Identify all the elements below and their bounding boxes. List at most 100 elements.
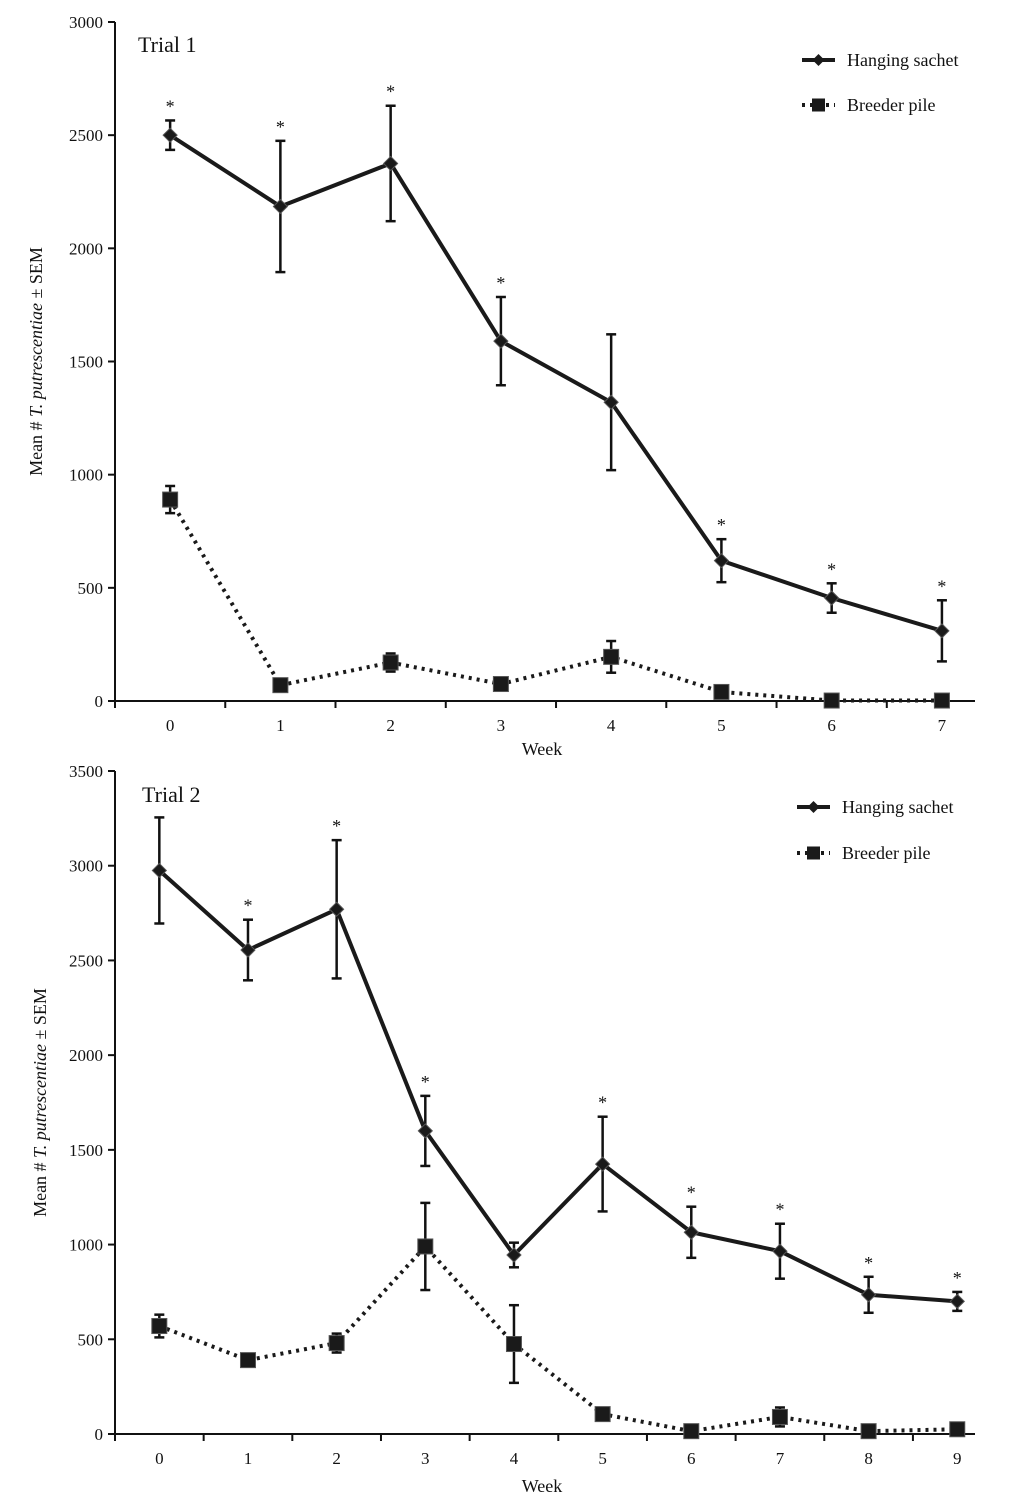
data-point — [151, 1318, 168, 1335]
data-point — [162, 491, 179, 508]
legend-swatch-marker — [812, 98, 825, 112]
data-point — [382, 654, 399, 671]
x-tick-label: 2 — [386, 716, 395, 735]
data-point — [506, 1247, 522, 1263]
significance-marker: * — [598, 1093, 607, 1113]
data-point — [272, 198, 289, 215]
trial-2-chart: 0 500 1000 1500 2000 2500 3000 3500 0 1 2 3 4 5 6 7 8 9 We… — [30, 762, 975, 1496]
x-tick-label: 3 — [421, 1449, 430, 1468]
data-point — [949, 1421, 966, 1438]
y-tick: 1000 — [69, 466, 115, 485]
legend-label: Hanging sachet — [847, 50, 958, 70]
series-line — [169, 133, 943, 633]
significance-marker: * — [276, 117, 285, 137]
significance-marker: * — [332, 816, 341, 836]
y-axis-label-suffix: ± SEM — [26, 247, 46, 303]
series-line — [158, 1243, 958, 1434]
legend-label: Breeder pile — [842, 843, 930, 863]
data-point — [683, 1423, 700, 1440]
y-tick-label: 1000 — [69, 1236, 103, 1255]
x-tick-label: 0 — [166, 716, 175, 735]
x-tick-label: 5 — [717, 716, 726, 735]
y-tick: 3000 — [69, 857, 115, 876]
x-tick-label: 4 — [510, 1449, 519, 1468]
data-point — [417, 1123, 434, 1139]
data-point — [240, 942, 256, 958]
legend-entry: Breeder pile — [797, 843, 930, 863]
y-axis-label-suffix: ± SEM — [30, 988, 50, 1044]
data-point — [417, 1238, 434, 1255]
data-point — [603, 394, 619, 410]
y-tick: 3000 — [69, 13, 115, 32]
series-line — [157, 868, 958, 1304]
data-point — [492, 676, 509, 693]
data-point — [151, 862, 168, 879]
y-axis-label-species: T. putrescentiae — [30, 1044, 50, 1158]
data-point — [594, 1406, 611, 1423]
significance-marker: * — [166, 96, 175, 116]
significance-marker: * — [937, 576, 946, 596]
data-point — [949, 1293, 965, 1310]
legend-swatch-marker — [807, 846, 820, 860]
significance-marker: * — [687, 1183, 696, 1203]
y-axis-label: Mean # T. putrescentiae ± SEM — [26, 247, 46, 476]
legend-entry: Hanging sachet — [802, 50, 958, 70]
y-tick-label: 1500 — [69, 1141, 103, 1160]
x-tick-label: 0 — [155, 1449, 164, 1468]
legend-swatch-marker — [807, 801, 820, 813]
x-tick-label: 1 — [276, 716, 285, 735]
series-breeder-pile — [162, 484, 950, 709]
significance-marker: * — [775, 1200, 784, 1220]
y-tick-label: 500 — [78, 579, 104, 598]
data-point — [382, 155, 399, 172]
significance-marker: * — [386, 82, 395, 102]
trial-1-chart: 0 500 1000 1500 2000 2500 3000 0 1 2 3 4 5 6 7 Week Mean… — [26, 13, 975, 759]
y-tick: 2000 — [69, 239, 115, 258]
data-point — [328, 901, 345, 917]
y-axis-label: Mean # T. putrescentiae ± SEM — [30, 988, 50, 1217]
data-point — [162, 127, 178, 143]
x-tick-label: 7 — [776, 1449, 785, 1468]
x-tick-label: 9 — [953, 1449, 962, 1468]
x-axis-label: Week — [522, 1476, 563, 1496]
x-tick-label: 8 — [864, 1449, 873, 1468]
y-tick-label: 3000 — [69, 13, 103, 32]
legend-entry: Breeder pile — [802, 95, 935, 115]
x-tick-label: 6 — [687, 1449, 696, 1468]
chart-title: Trial 2 — [142, 782, 200, 807]
y-axis-label-prefix: Mean # — [26, 417, 46, 476]
legend-swatch-marker — [812, 54, 825, 66]
data-point — [239, 1352, 256, 1369]
significance-marker: * — [864, 1253, 873, 1273]
y-tick-label: 3500 — [69, 762, 103, 781]
y-tick: 1500 — [69, 353, 115, 372]
legend-entry: Hanging sachet — [797, 797, 953, 817]
y-tick-label: 0 — [95, 692, 104, 711]
significance-marker: * — [421, 1072, 430, 1092]
data-point — [683, 1224, 699, 1240]
y-tick-label: 0 — [95, 1425, 104, 1444]
y-tick-label: 2000 — [69, 239, 103, 258]
data-point — [860, 1287, 877, 1303]
y-tick: 1500 — [69, 1141, 115, 1160]
data-point — [823, 692, 840, 709]
significance-marker: * — [243, 896, 252, 916]
data-point — [713, 552, 730, 569]
chart-title: Trial 1 — [138, 32, 196, 57]
series-hanging-sachet: * * * * * * * * — [151, 816, 965, 1315]
y-axis-label-prefix: Mean # — [30, 1158, 50, 1217]
y-tick: 500 — [78, 1330, 115, 1349]
data-point — [505, 1336, 522, 1353]
x-tick-label: 7 — [938, 716, 947, 735]
y-tick: 0 — [95, 692, 115, 711]
data-point — [328, 1335, 345, 1352]
series-hanging-sachet: * * * * * * * — [162, 82, 950, 663]
y-tick: 2500 — [69, 951, 115, 970]
data-point — [823, 590, 840, 606]
significance-marker: * — [717, 515, 726, 535]
y-tick-label: 1500 — [69, 353, 103, 372]
y-tick: 1000 — [69, 1236, 115, 1255]
y-tick-label: 1000 — [69, 466, 103, 485]
data-point — [603, 648, 620, 665]
data-point — [860, 1423, 877, 1440]
